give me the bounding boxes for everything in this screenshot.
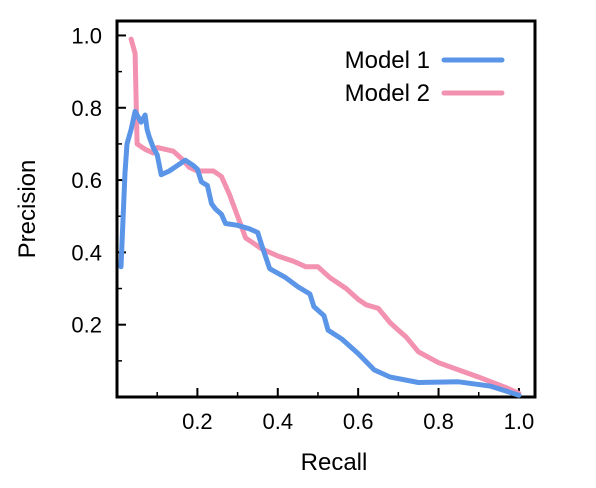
plot-frame xyxy=(115,19,537,399)
x-tick-label: 0.4 xyxy=(262,409,293,434)
x-tick-label: 0.8 xyxy=(423,409,454,434)
y-tick-label: 0.4 xyxy=(71,240,102,265)
axis-ticks: 0.2 0.4 0.6 0.8 1.0 0.2 0.4 0.6 0.8 1.0 xyxy=(71,23,534,434)
x-axis-label: Recall xyxy=(301,449,368,476)
y-tick-label: 0.2 xyxy=(71,313,102,338)
x-tick-label: 1.0 xyxy=(504,409,535,434)
y-tick-label: 0.8 xyxy=(71,96,102,121)
plot-area xyxy=(115,19,537,399)
y-axis-label: Precision xyxy=(14,160,41,259)
x-tick-label: 0.6 xyxy=(343,409,374,434)
y-tick-label: 1.0 xyxy=(71,23,102,48)
series-layer xyxy=(118,36,522,398)
legend: Model 1 Model 2 xyxy=(345,47,505,107)
y-tick-label: 0.6 xyxy=(71,168,102,193)
series-line-model-1 xyxy=(118,108,522,398)
x-tick-label: 0.2 xyxy=(182,409,213,434)
legend-label-model-2: Model 2 xyxy=(345,80,430,107)
legend-label-model-1: Model 1 xyxy=(345,47,430,74)
